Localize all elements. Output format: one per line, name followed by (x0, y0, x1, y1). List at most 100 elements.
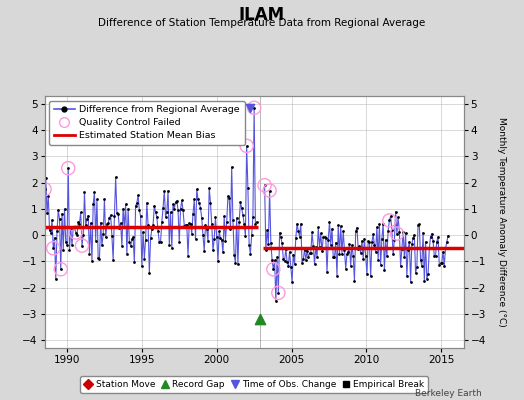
Point (112, 174, 120, 180)
Point (394, 214, 402, 220)
Point (324, 237, 332, 243)
Point (305, 250, 314, 256)
Point (190, 196, 199, 202)
Point (92, 238, 100, 244)
Point (43, 210, 51, 217)
Point (239, 212, 247, 218)
Point (364, 238, 373, 244)
Point (129, 234, 137, 240)
Point (401, 230, 410, 236)
Point (334, 222, 342, 229)
Point (353, 224, 361, 231)
Point (418, 263, 426, 269)
Point (436, 260, 445, 267)
Point (175, 239, 183, 245)
Point (44, 193, 52, 199)
Point (80, 189, 89, 196)
Point (425, 245, 433, 252)
Point (96, 219, 105, 226)
Point (312, 244, 320, 250)
Point (133, 200, 141, 206)
Point (274, 290, 282, 296)
Point (114, 211, 122, 217)
Point (60, 206, 69, 212)
Point (400, 254, 409, 261)
Point (405, 238, 413, 245)
Point (217, 237, 226, 243)
Point (230, 252, 238, 258)
Point (256, 316, 264, 322)
Point (424, 271, 432, 278)
Point (146, 235, 155, 242)
Point (100, 196, 108, 202)
Point (307, 250, 315, 256)
Point (182, 222, 191, 228)
Point (110, 213, 118, 220)
Point (335, 250, 344, 257)
Point (53, 228, 61, 234)
Point (204, 238, 212, 244)
Point (64, 165, 72, 171)
Point (74, 219, 82, 226)
Point (247, 232, 256, 238)
Point (148, 226, 156, 232)
Point (384, 228, 392, 234)
Point (274, 290, 282, 296)
Point (316, 230, 325, 237)
Point (206, 200, 215, 206)
Point (54, 207, 62, 213)
Point (132, 203, 140, 209)
Point (214, 258, 222, 264)
Point (313, 254, 321, 260)
Point (373, 224, 381, 230)
Point (340, 246, 348, 253)
Point (430, 253, 439, 259)
Point (192, 186, 201, 192)
Point (342, 266, 350, 272)
Point (323, 268, 331, 275)
Point (250, 105, 258, 111)
Point (245, 242, 253, 248)
Point (376, 261, 385, 268)
Point (99, 231, 107, 238)
Point (356, 250, 365, 256)
Point (184, 252, 192, 259)
Point (370, 241, 379, 248)
Point (78, 242, 86, 249)
Point (381, 237, 390, 243)
Point (106, 212, 115, 219)
Text: Berkeley Earth: Berkeley Earth (416, 389, 482, 398)
Point (226, 226, 235, 232)
Point (288, 278, 296, 285)
Point (160, 188, 169, 194)
Point (135, 207, 144, 214)
Point (141, 236, 150, 243)
Point (260, 182, 269, 188)
Point (174, 207, 182, 213)
Point (130, 259, 138, 265)
Point (338, 251, 346, 257)
Point (261, 246, 270, 253)
Point (145, 270, 154, 276)
Point (136, 213, 145, 219)
Point (303, 248, 311, 254)
Point (245, 105, 254, 111)
Point (365, 239, 374, 246)
Point (64, 165, 72, 171)
Point (266, 187, 274, 194)
Point (362, 252, 370, 259)
Point (151, 209, 160, 216)
Point (213, 234, 221, 240)
Point (166, 209, 174, 215)
Point (198, 215, 206, 221)
Point (290, 260, 299, 267)
Point (332, 239, 340, 246)
Point (201, 222, 210, 228)
Point (386, 213, 395, 220)
Point (168, 245, 176, 251)
Point (333, 272, 341, 279)
Point (124, 206, 133, 212)
Point (325, 219, 334, 225)
Point (40, 186, 49, 192)
Point (177, 206, 185, 212)
